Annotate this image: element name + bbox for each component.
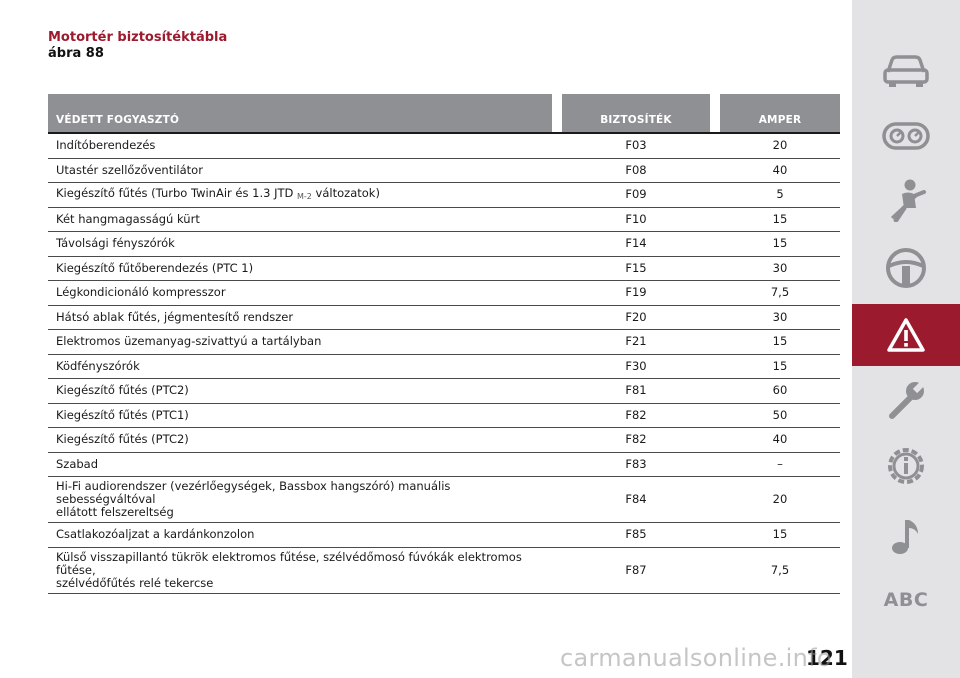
sidebar-item-index[interactable]: ABC: [852, 570, 960, 630]
watermark: carmanualsonline.info: [560, 644, 832, 672]
steering-wheel-icon: [886, 248, 926, 288]
table-row: Kiegészítő fűtés (PTC2) F81 60: [48, 378, 840, 404]
table-row: Légkondicionáló kompresszor F19 7,5: [48, 280, 840, 306]
table-row: Kiegészítő fűtőberendezés (PTC 1) F15 30: [48, 256, 840, 281]
cell-amp: 60: [720, 378, 840, 404]
cell-fuse: F82: [562, 427, 710, 453]
cell-fuse: F19: [562, 280, 710, 306]
cell-consumer: Szabad: [48, 452, 552, 477]
page-number: 121: [806, 646, 848, 670]
cell-amp: 15: [720, 329, 840, 355]
cell-amp: 15: [720, 354, 840, 379]
cell-consumer: Hi-Fi audiorendszer (vezérlőegységek, Ba…: [48, 476, 552, 523]
sidebar-item-safety[interactable]: [852, 170, 960, 230]
cell-amp: 50: [720, 403, 840, 428]
cell-amp: 20: [720, 133, 840, 159]
sidebar-item-car[interactable]: [852, 40, 960, 100]
header-amp: AMPER: [720, 94, 840, 134]
cell-consumer: Kiegészítő fűtőberendezés (PTC 1): [48, 256, 552, 281]
cell-consumer: Kiegészítő fűtés (PTC2): [48, 427, 552, 453]
cell-fuse: F09: [562, 182, 710, 208]
section-title: Motortér biztosítéktábla: [48, 30, 228, 45]
sidebar-item-dashboard[interactable]: [852, 106, 960, 166]
cell-fuse: F85: [562, 522, 710, 548]
cell-amp: –: [720, 452, 840, 477]
dashboard-gauges-icon: [882, 122, 930, 150]
cell-fuse: F30: [562, 354, 710, 379]
cell-fuse: F14: [562, 231, 710, 257]
table-row: Távolsági fényszórók F14 15: [48, 231, 840, 257]
cell-amp: 40: [720, 427, 840, 453]
table-row: Két hangmagasságú kürt F10 15: [48, 207, 840, 232]
cell-amp: 30: [720, 305, 840, 330]
cell-amp: 15: [720, 522, 840, 548]
index-abc-label: ABC: [883, 589, 929, 611]
table-row: Szabad F83–: [48, 452, 840, 477]
gear-info-icon: [888, 448, 924, 484]
cell-fuse: F82: [562, 403, 710, 428]
cell-fuse: F84: [562, 476, 710, 523]
table-row: Elektromos üzemanyag-szivattyú a tartály…: [48, 329, 840, 355]
sidebar-item-maintenance[interactable]: [852, 370, 960, 430]
cell-amp: 7,5: [720, 547, 840, 594]
cell-consumer: Kiegészítő fűtés (PTC2): [48, 378, 552, 404]
header-fuse: BIZTOSÍTÉK: [562, 94, 710, 134]
cell-consumer: Két hangmagasságú kürt: [48, 207, 552, 232]
sidebar-item-technical-data[interactable]: [852, 436, 960, 496]
cell-amp: 20: [720, 476, 840, 523]
cell-fuse: F10: [562, 207, 710, 232]
wrench-icon: [889, 379, 927, 419]
chapter-sidebar: ABC: [852, 0, 960, 678]
cell-consumer: Külső visszapillantó tükrök elektromos f…: [48, 547, 552, 594]
table-row: Indítóberendezés F03 20: [48, 133, 840, 159]
cell-consumer: Légkondicionáló kompresszor: [48, 280, 552, 306]
sidebar-item-driving[interactable]: [852, 238, 960, 298]
table-row: Külső visszapillantó tükrök elektromos f…: [48, 547, 840, 594]
cell-fuse: F08: [562, 158, 710, 183]
cell-fuse: F83: [562, 452, 710, 477]
table-row: Csatlakozóaljzat a kardánkonzolon F85 15: [48, 522, 840, 548]
cell-consumer: Indítóberendezés: [48, 133, 552, 159]
header-consumer: VÉDETT FOGYASZTÓ: [48, 94, 552, 134]
sidebar-item-multimedia[interactable]: [852, 506, 960, 566]
cell-amp: 15: [720, 207, 840, 232]
music-note-icon: [892, 520, 918, 554]
table-row: Kiegészítő fűtés (PTC1) F82 50: [48, 403, 840, 428]
table-row: Kiegészítő fűtés (PTC2) F82 40: [48, 427, 840, 453]
warning-triangle-icon: [887, 318, 925, 352]
cell-fuse: F81: [562, 378, 710, 404]
table-row: Ködfényszórók F30 15: [48, 354, 840, 379]
cell-amp: 7,5: [720, 280, 840, 306]
cell-consumer: Elektromos üzemanyag-szivattyú a tartály…: [48, 329, 552, 355]
table-row: Hi-Fi audiorendszer (vezérlőegységek, Ba…: [48, 476, 840, 523]
cell-fuse: F87: [562, 547, 710, 594]
cell-consumer: Ködfényszórók: [48, 354, 552, 379]
car-icon: [883, 55, 929, 87]
table-row: Utastér szellőzőventilátor F08 40: [48, 158, 840, 183]
fuse-table: VÉDETT FOGYASZTÓ BIZTOSÍTÉK AMPER Indító…: [48, 94, 840, 594]
cell-fuse: F15: [562, 256, 710, 281]
cell-consumer: Csatlakozóaljzat a kardánkonzolon: [48, 522, 552, 548]
table-row: Hátsó ablak fűtés, jégmentesítő rendszer…: [48, 305, 840, 330]
sidebar-item-emergency[interactable]: [852, 304, 960, 366]
table-row: Kiegészítő fűtés (Turbo TwinAir és 1.3 J…: [48, 182, 840, 208]
cell-fuse: F21: [562, 329, 710, 355]
cell-fuse: F20: [562, 305, 710, 330]
table-header-row: VÉDETT FOGYASZTÓ BIZTOSÍTÉK AMPER: [48, 94, 840, 134]
seatbelt-passenger-icon: [890, 179, 926, 222]
cell-consumer: Távolsági fényszórók: [48, 231, 552, 257]
cell-consumer: Utastér szellőzőventilátor: [48, 158, 552, 183]
cell-consumer: Hátsó ablak fűtés, jégmentesítő rendszer: [48, 305, 552, 330]
cell-amp: 15: [720, 231, 840, 257]
cell-amp: 40: [720, 158, 840, 183]
figure-reference: ábra 88: [48, 46, 104, 61]
cell-amp: 5: [720, 182, 840, 208]
cell-consumer: Kiegészítő fűtés (Turbo TwinAir és 1.3 J…: [48, 182, 552, 208]
cell-fuse: F03: [562, 133, 710, 159]
cell-consumer: Kiegészítő fűtés (PTC1): [48, 403, 552, 428]
cell-amp: 30: [720, 256, 840, 281]
